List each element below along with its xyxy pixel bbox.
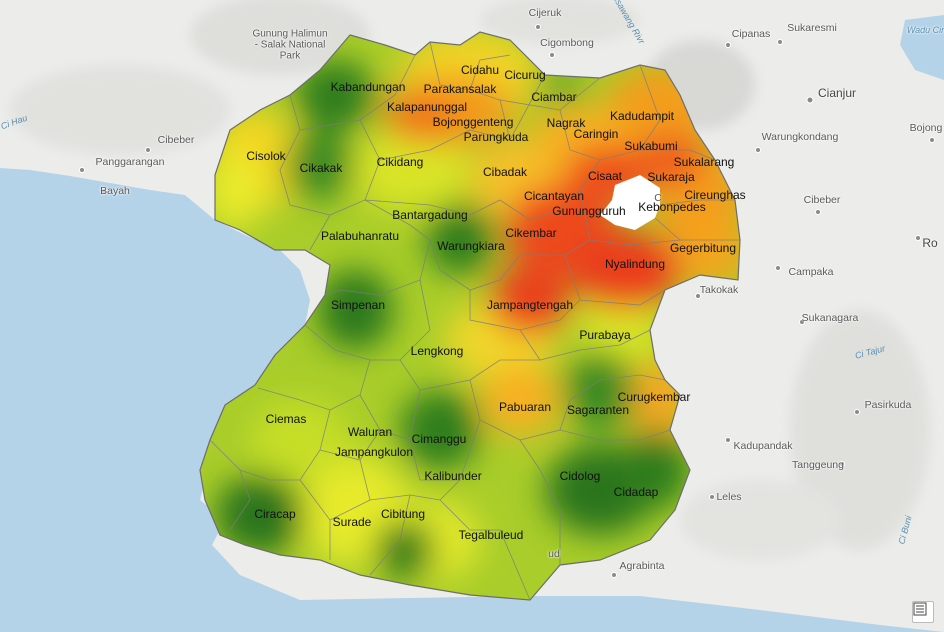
basemap-label-wadu-cira: Wadu Cira [906, 25, 944, 35]
terrain-shading [10, 0, 930, 560]
basemap-label-sukaresmi: Sukaresmi [787, 22, 837, 34]
basemap-label-cijeruk: Cijeruk [528, 7, 562, 19]
basemap-label-ro: Ro [922, 236, 938, 250]
basemap-label-tanggeung: Tanggeung [792, 459, 844, 471]
basemap-label-cipanas: Cipanas [731, 28, 771, 40]
basemap-label-bayah: Bayah [100, 185, 130, 197]
basemap-label-sukanagara: Sukanagara [801, 312, 859, 324]
basemap-label-bojong: Bojong [909, 122, 943, 134]
basemap-label-leles: Leles [716, 491, 742, 503]
legend-list-icon [913, 602, 927, 616]
basemap-label-panggarangan: Panggarangan [95, 156, 165, 168]
basemap-label-c: C [654, 192, 662, 204]
basemap-label-pasirkuda: Pasirkuda [864, 399, 912, 411]
basemap-label-cibeber-east: Cibeber [803, 194, 841, 206]
basemap-label-cigombong: Cigombong [540, 37, 594, 49]
reservoir [900, 15, 944, 80]
basemap-town-dots [79, 24, 935, 578]
basemap-label-takokak: Takokak [699, 284, 739, 296]
basemap-label-campaka: Campaka [788, 266, 834, 278]
basemap-label-ud: ud [548, 548, 560, 560]
basemap-label-cibeber-west: Cibeber [157, 134, 195, 146]
basemap-label-warungkondang: Warungkondang [761, 131, 839, 143]
city-hole [600, 175, 660, 230]
legend-button[interactable] [912, 601, 934, 623]
basemap-label-kadupandak: Kadupandak [733, 440, 793, 452]
district-boundaries [209, 41, 740, 601]
basemap-label-national-park: Gunung Halimun - Salak National Park [252, 28, 328, 62]
basemap-label-cianjur: Cianjur [817, 86, 857, 100]
basemap-label-agrabinta: Agrabinta [619, 560, 665, 572]
